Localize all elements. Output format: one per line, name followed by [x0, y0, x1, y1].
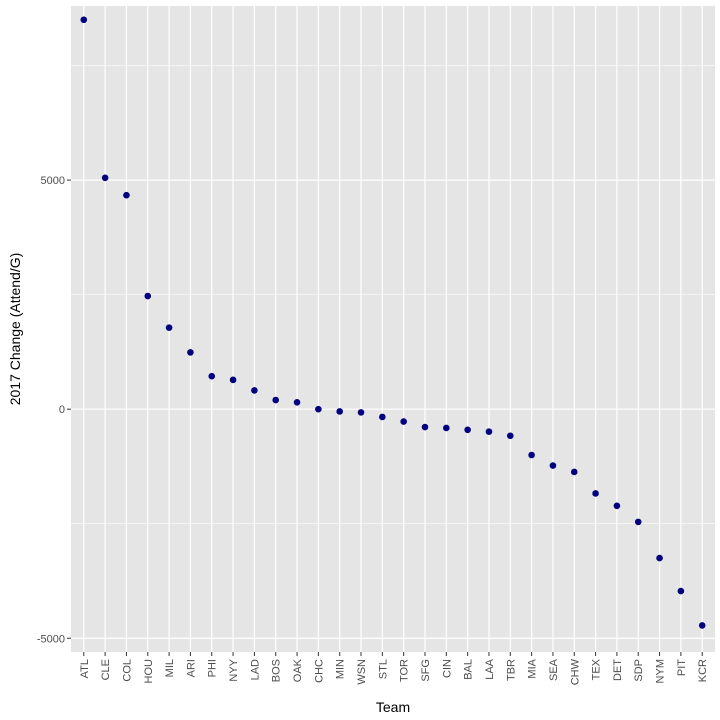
x-tick-label: SFG	[420, 659, 432, 682]
x-tick-label: NYM	[655, 659, 667, 683]
data-point	[357, 409, 365, 416]
x-tick-label: LAD	[249, 659, 261, 680]
x-tick-label: CIN	[441, 659, 453, 678]
x-tick-label: KCR	[697, 659, 709, 682]
y-axis-title: 2017 Change (Attend/G)	[7, 253, 23, 406]
grid-minor	[71, 65, 715, 525]
data-point	[656, 554, 663, 562]
x-tick-label: ARI	[185, 659, 197, 677]
x-axis-title: Team	[376, 699, 410, 715]
plot-panel	[71, 6, 715, 652]
x-tick-label: TOR	[399, 659, 411, 682]
x-tick-label: PIT	[676, 659, 688, 676]
x-tick-label: TEX	[591, 658, 603, 680]
y-axis-ticks: -5000 0 5000	[37, 175, 71, 645]
data-point	[677, 587, 685, 595]
data-point	[528, 451, 535, 459]
data-point	[80, 16, 88, 24]
data-point	[187, 349, 194, 356]
x-tick-label: TBR	[505, 659, 517, 681]
data-point	[634, 518, 642, 526]
y-tick-label: 0	[59, 404, 65, 416]
data-point	[506, 432, 514, 440]
data-point	[698, 622, 706, 629]
x-tick-label: CLE	[100, 659, 112, 680]
y-tick-label: -5000	[37, 633, 65, 645]
x-tick-label: NYY	[228, 658, 240, 681]
x-tick-label: OAK	[292, 658, 304, 682]
data-point	[165, 324, 173, 331]
x-tick-label: SEA	[548, 658, 560, 681]
x-tick-label: MIL	[164, 659, 176, 677]
data-point	[208, 372, 216, 380]
x-tick-label: DET	[612, 659, 624, 681]
data-point	[570, 468, 578, 476]
x-tick-label: WSN	[356, 659, 368, 685]
data-point	[144, 292, 152, 300]
data-point	[251, 387, 258, 394]
x-tick-label: HOU	[143, 659, 155, 684]
data-point	[613, 502, 621, 510]
data-point	[229, 376, 237, 384]
data-point	[123, 191, 130, 199]
data-point	[101, 174, 109, 182]
x-tick-label: CHC	[313, 659, 325, 683]
data-point	[443, 424, 450, 432]
x-tick-label: ATL	[79, 659, 91, 678]
x-tick-label: SDP	[633, 659, 645, 682]
x-tick-label: CHW	[569, 658, 581, 685]
x-tick-label: BAL	[463, 659, 475, 680]
data-point	[272, 396, 280, 404]
data-point	[592, 490, 599, 497]
x-tick-label: PHI	[207, 659, 219, 677]
x-tick-label: COL	[121, 659, 133, 682]
data-point	[379, 413, 386, 421]
x-axis-ticks: ATL CLE COL HOU MIL ARI PHI NYY LAD BOS OAK CHC MIN W…	[79, 652, 709, 685]
data-point	[400, 418, 407, 425]
data-point	[464, 426, 471, 434]
data-point	[549, 462, 557, 469]
x-tick-label: MIN	[335, 659, 347, 679]
x-tick-label: MIA	[527, 658, 539, 678]
data-point	[485, 428, 493, 435]
x-tick-label: BOS	[271, 659, 283, 682]
data-point	[336, 408, 343, 415]
y-tick-label: 5000	[41, 175, 65, 187]
data-point	[315, 405, 322, 413]
x-tick-label: STL	[377, 659, 389, 679]
data-points	[80, 16, 706, 629]
data-point	[293, 399, 301, 406]
data-point	[421, 423, 429, 431]
x-tick-label: LAA	[484, 658, 496, 679]
